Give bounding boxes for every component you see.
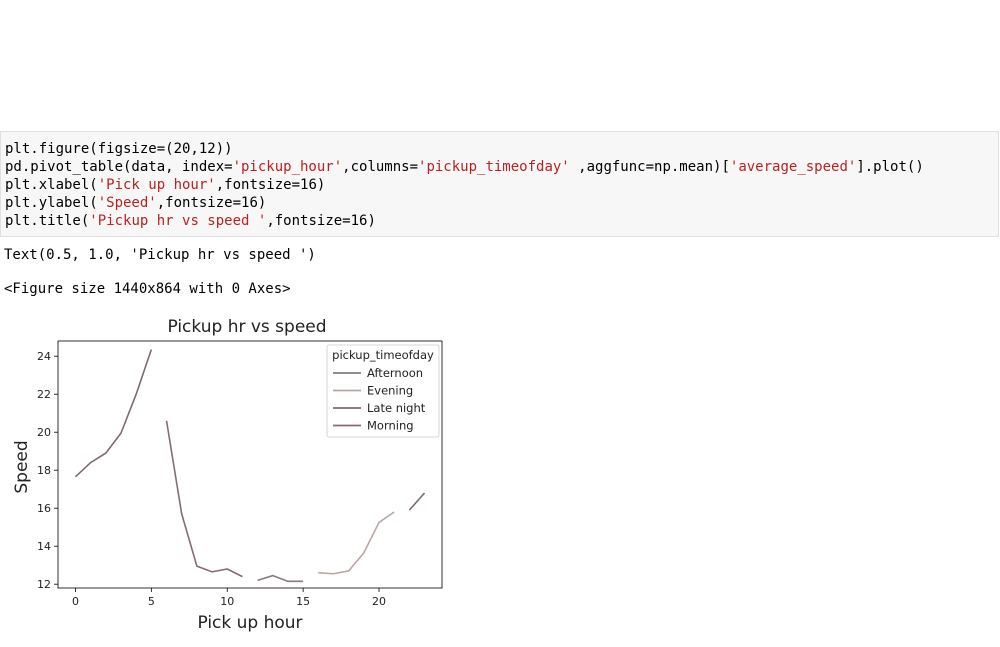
- code-line: plt.ylabel('Speed',fontsize=16): [5, 195, 267, 211]
- y-tick-label: 20: [37, 426, 51, 439]
- legend-entry: Morning: [367, 419, 414, 433]
- code-line: pd.pivot_table(data, index='pickup_hour'…: [5, 159, 924, 175]
- series-group: [74, 349, 426, 583]
- x-tick-label: 15: [296, 595, 310, 608]
- legend-entry: Evening: [367, 384, 413, 398]
- code-line: plt.figure(figsize=(20,12)): [5, 141, 233, 157]
- y-tick-label: 14: [37, 540, 51, 553]
- y-axis-label: Speed: [12, 440, 32, 493]
- legend: pickup_timeofday Afternoon Evening Late ni…: [326, 344, 440, 438]
- series-line-late-night: [408, 492, 426, 511]
- y-tick-label: 18: [37, 464, 51, 477]
- code-cell[interactable]: plt.figure(figsize=(20,12)) pd.pivot_tab…: [0, 131, 999, 237]
- legend-box: [326, 344, 440, 438]
- line-chart: Pickup hr vs speed 12 14 16 18 20 22 24 0 5 10 15…: [12, 317, 443, 633]
- legend-entry: Late night: [367, 401, 426, 415]
- output-figure-repr: <Figure size 1440x864 with 0 Axes>: [4, 281, 291, 297]
- legend-entry: Afternoon: [367, 366, 423, 380]
- x-axis: 0 5 10 15 20: [72, 588, 386, 608]
- output-text-result: Text(0.5, 1.0, 'Pickup hr vs speed '): [4, 247, 316, 263]
- x-tick-label: 0: [72, 595, 79, 608]
- legend-title: pickup_timeofday: [332, 348, 434, 362]
- series-line-late-night: [74, 349, 153, 478]
- series-line-afternoon: [257, 574, 304, 583]
- x-axis-label: Pick up hour: [197, 613, 302, 633]
- y-tick-label: 16: [37, 502, 51, 515]
- y-tick-label: 12: [37, 578, 51, 591]
- y-tick-label: 22: [37, 388, 51, 401]
- y-tick-label: 24: [37, 350, 51, 363]
- x-tick-label: 20: [372, 595, 386, 608]
- series-line-morning: [165, 420, 243, 578]
- chart-title: Pickup hr vs speed: [167, 317, 326, 337]
- x-tick-label: 5: [148, 595, 155, 608]
- code-line: plt.xlabel('Pick up hour',fontsize=16): [5, 177, 326, 193]
- code-line: plt.title('Pickup hr vs speed ',fontsize…: [5, 213, 376, 229]
- series-line-evening: [318, 511, 395, 575]
- x-tick-label: 10: [220, 595, 234, 608]
- y-axis: 12 14 16 18 20 22 24: [37, 350, 58, 591]
